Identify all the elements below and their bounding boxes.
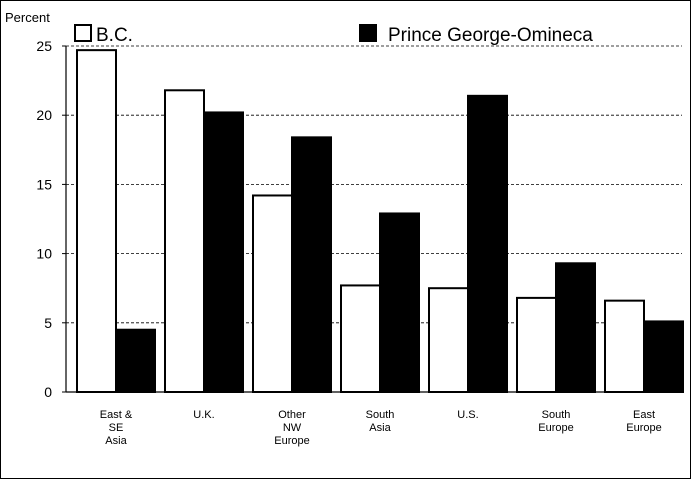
legend-label: Prince George-Omineca <box>388 25 593 46</box>
bar-bc <box>76 49 117 393</box>
x-category-label: U.K. <box>193 409 214 421</box>
bar-bc <box>516 296 557 393</box>
y-tick-label: 10 <box>36 246 52 262</box>
bar-bc <box>604 299 645 394</box>
x-category-label: East & SE Asia <box>100 409 133 447</box>
y-axis-label: Percent <box>5 10 50 25</box>
y-tick-label: 25 <box>36 38 52 54</box>
y-tick-labels: 0 5 10 15 20 25 <box>36 38 52 400</box>
legend: B.C. Prince George-Omineca <box>74 24 593 46</box>
bar-bc <box>428 287 469 394</box>
x-category-label: U.S. <box>457 409 478 421</box>
x-category-labels: East & SE Asia U.K. Other NW Europe South Asia U.… <box>100 409 662 447</box>
bar-prince-george-omineca <box>467 94 508 393</box>
legend-label: B.C. <box>96 25 133 46</box>
x-category-label: South Asia <box>366 409 395 434</box>
legend-swatch <box>359 24 377 42</box>
bar-prince-george-omineca <box>379 212 420 393</box>
x-category-label: South Europe <box>538 409 573 434</box>
bar-bc <box>164 89 205 394</box>
legend-swatch <box>74 24 92 42</box>
bar-prince-george-omineca <box>291 136 332 393</box>
bars <box>76 49 684 394</box>
y-tick-label: 20 <box>36 107 52 123</box>
bar-prince-george-omineca <box>643 320 684 393</box>
x-category-label: East Europe <box>626 409 661 434</box>
y-tick-label: 15 <box>36 176 52 192</box>
bar-prince-george-omineca <box>555 262 596 393</box>
axes <box>62 45 682 393</box>
bar-bc <box>340 284 381 394</box>
bar-bc <box>252 194 293 393</box>
y-tick-label: 5 <box>44 315 52 331</box>
x-category-label: Other NW Europe <box>274 409 309 447</box>
bar-prince-george-omineca <box>115 328 156 393</box>
y-tick-label: 0 <box>44 384 52 400</box>
bar-prince-george-omineca <box>203 111 244 393</box>
